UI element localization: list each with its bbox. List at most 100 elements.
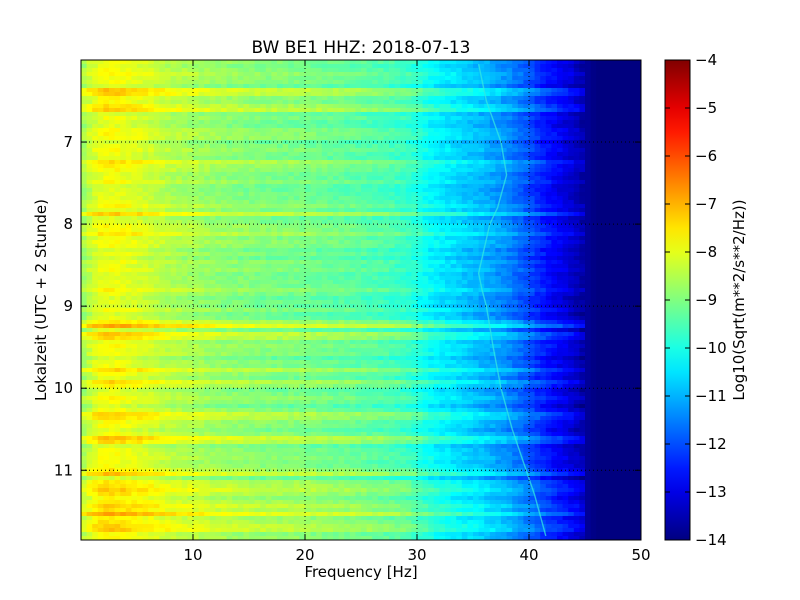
heatmap-cell — [596, 132, 603, 137]
heatmap-cell — [473, 104, 480, 109]
heatmap-cell — [81, 168, 88, 173]
heatmap-cell — [277, 152, 284, 157]
heatmap-cell — [282, 196, 289, 201]
heatmap-cell — [204, 64, 211, 69]
heatmap-cell — [187, 192, 194, 197]
heatmap-cell — [198, 172, 205, 177]
heatmap-cell — [153, 224, 160, 229]
heatmap-cell — [394, 196, 401, 201]
heatmap-cell — [282, 176, 289, 181]
heatmap-cell — [568, 200, 575, 205]
heatmap-cell — [456, 104, 463, 109]
heatmap-cell — [299, 224, 306, 229]
heatmap-cell — [383, 120, 390, 125]
heatmap-cell — [165, 196, 172, 201]
heatmap-cell — [288, 244, 295, 249]
heatmap-cell — [377, 204, 384, 209]
heatmap-cell — [400, 112, 407, 117]
heatmap-cell — [254, 152, 261, 157]
heatmap-cell — [456, 244, 463, 249]
heatmap-cell — [165, 144, 172, 149]
heatmap-cell — [557, 160, 564, 165]
heatmap-cell — [215, 160, 222, 165]
heatmap-cell — [366, 144, 373, 149]
heatmap-cell — [601, 128, 608, 133]
heatmap-cell — [232, 204, 239, 209]
heatmap-cell — [81, 148, 88, 153]
heatmap-cell — [439, 84, 446, 89]
heatmap-cell — [153, 196, 160, 201]
heatmap-cell — [618, 220, 625, 225]
heatmap-cell — [573, 156, 580, 161]
heatmap-cell — [204, 244, 211, 249]
heatmap-cell — [327, 204, 334, 209]
heatmap-cell — [333, 72, 340, 77]
heatmap-cell — [529, 200, 536, 205]
heatmap-cell — [635, 168, 641, 173]
heatmap-cell — [249, 220, 256, 225]
heatmap-cell — [467, 92, 474, 97]
heatmap-cell — [338, 128, 345, 133]
heatmap-cell — [377, 220, 384, 225]
heatmap-cell — [120, 212, 127, 217]
heatmap-cell — [137, 248, 144, 253]
heatmap-cell — [293, 100, 300, 105]
heatmap-cell — [125, 88, 132, 93]
heatmap-cell — [282, 180, 289, 185]
heatmap-cell — [271, 68, 278, 73]
heatmap-cell — [484, 120, 491, 125]
heatmap-cell — [635, 188, 641, 193]
heatmap-cell — [271, 168, 278, 173]
heatmap-cell — [282, 236, 289, 241]
heatmap-cell — [92, 204, 99, 209]
heatmap-cell — [271, 248, 278, 253]
heatmap-cell — [209, 72, 216, 77]
heatmap-cell — [417, 64, 424, 69]
heatmap-cell — [417, 240, 424, 245]
heatmap-cell — [624, 204, 631, 209]
heatmap-cell — [361, 236, 368, 241]
heatmap-cell — [573, 216, 580, 221]
heatmap-cell — [439, 244, 446, 249]
heatmap-cell — [573, 232, 580, 237]
heatmap-cell — [383, 196, 390, 201]
heatmap-cell — [125, 120, 132, 125]
heatmap-cell — [131, 196, 138, 201]
heatmap-cell — [327, 172, 334, 177]
heatmap-cell — [137, 136, 144, 141]
heatmap-cell — [170, 60, 177, 65]
heatmap-cell — [624, 164, 631, 169]
heatmap-cell — [445, 216, 452, 221]
heatmap-cell — [607, 188, 614, 193]
heatmap-cell — [97, 204, 104, 209]
heatmap-cell — [523, 96, 530, 101]
heatmap-cell — [349, 60, 356, 65]
heatmap-cell — [204, 112, 211, 117]
heatmap-cell — [153, 240, 160, 245]
heatmap-cell — [534, 196, 541, 201]
heatmap-cell — [557, 220, 564, 225]
heatmap-cell — [277, 248, 284, 253]
heatmap-cell — [232, 152, 239, 157]
heatmap-cell — [316, 76, 323, 81]
heatmap-cell — [338, 64, 345, 69]
heatmap-cell — [433, 96, 440, 101]
heatmap-cell — [299, 212, 306, 217]
heatmap-cell — [439, 172, 446, 177]
heatmap-cell — [198, 244, 205, 249]
heatmap-cell — [153, 80, 160, 85]
heatmap-cell — [305, 96, 312, 101]
heatmap-cell — [260, 192, 267, 197]
heatmap-cell — [103, 220, 110, 225]
heatmap-cell — [181, 232, 188, 237]
heatmap-cell — [422, 212, 429, 217]
heatmap-cell — [456, 240, 463, 245]
heatmap-cell — [293, 228, 300, 233]
heatmap-cell — [495, 188, 502, 193]
heatmap-cell — [109, 256, 116, 261]
heatmap-cell — [557, 132, 564, 137]
heatmap-cell — [562, 244, 569, 249]
heatmap-cell — [372, 252, 379, 257]
heatmap-cell — [540, 80, 547, 85]
heatmap-cell — [97, 104, 104, 109]
